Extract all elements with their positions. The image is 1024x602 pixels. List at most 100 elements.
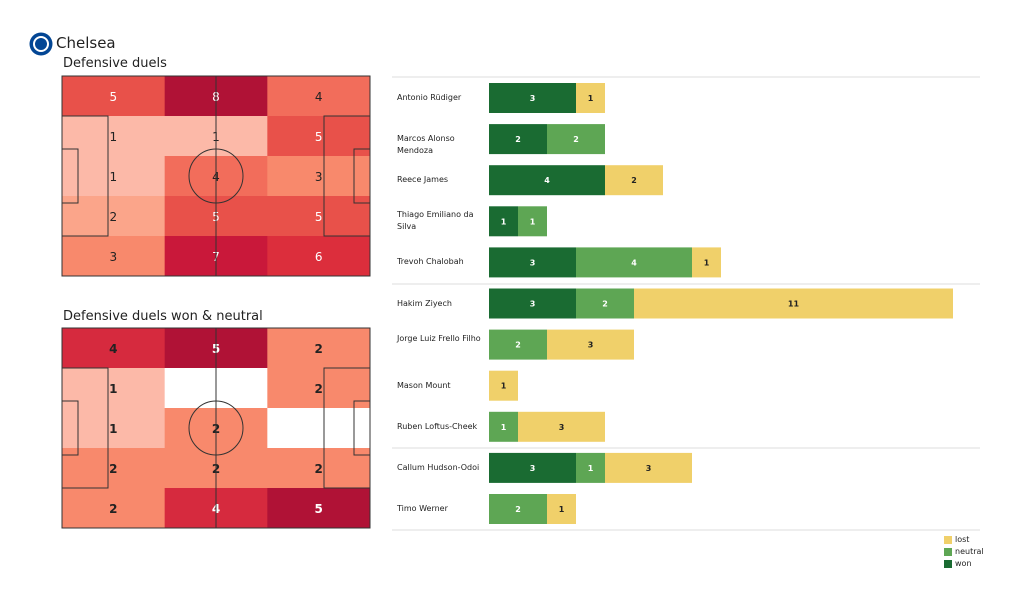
heatmap-cell [267,156,371,197]
heatmap-cell [62,76,166,117]
bar-segment-lost [547,329,634,360]
bar-value: 3 [530,464,536,473]
heatmap-cell [62,368,166,409]
heatmap-cell [267,236,371,277]
player-label: Thiago Emiliano da Silva [397,210,474,232]
bar-value: 3 [646,464,652,473]
bar-value: 1 [588,94,594,103]
bar-value: 2 [515,135,521,144]
bar-segment-neutral [518,206,547,237]
heatmap-cell [267,76,371,117]
bar-segment-won [489,206,518,237]
heatmap-cell [267,328,371,369]
heatmap-value: 2 [314,462,322,476]
heatmap-cell [62,236,166,277]
bar-value: 11 [788,300,800,309]
bar-segment-lost [489,370,518,401]
bar-segment-neutral [576,452,605,483]
player-label: Mason Mount [397,380,451,390]
bar-value: 1 [704,258,710,267]
bar-segment-lost [605,165,663,196]
goal-box-right [353,148,371,204]
bar-segment-neutral [489,329,547,360]
heatmap-cell [62,116,166,157]
player-label: Jorge Luiz Frello Filho [397,333,481,343]
heatmap-value: 6 [315,250,323,264]
heatmap-title-2: Defensive duels won & neutral [63,309,263,324]
goal-box-right [353,400,371,456]
bar-segment-neutral [576,288,634,319]
heatmap-value: 1 [110,170,118,184]
center-circle [188,148,244,204]
heatmap-value: 2 [109,502,117,516]
heatmap-cell [62,196,166,237]
heatmap-value: 4 [315,90,323,104]
stacked-bar-chart: 3 12 24 21 13 4 13 2 112 311 33 1 32 1 [392,76,980,531]
heatmap-value: 1 [110,130,118,144]
bar-value: 4 [544,176,550,185]
bar-segment-won [489,452,576,483]
heatmap-value: 1 [109,422,117,436]
heatmap-value: 4 [109,342,117,356]
bar-value: 1 [559,505,565,514]
heatmap-value: 2 [110,210,118,224]
bar-value: 4 [631,258,637,267]
player-label: Timo Werner [397,504,448,513]
center-circle [188,400,244,456]
bar-value: 1 [501,382,507,391]
bar-segment-won [489,124,547,155]
player-label: Trevoh Chalobah [397,257,464,267]
bar-segment-neutral [576,247,692,278]
bar-value: 2 [515,341,521,350]
legend-neutral: neutral [944,547,984,556]
bar-segment-neutral [547,124,605,155]
heatmap-value: 3 [110,250,118,264]
player-label: Marcos Alonso Mendoza [397,134,455,156]
bar-value: 2 [631,176,637,185]
heatmap-value: 5 [110,90,118,104]
heatmap-cell [267,408,371,449]
heatmap-value: 2 [314,382,322,396]
heatmap-value: 1 [109,382,117,396]
heatmap-cell [267,196,371,237]
legend-won: won [944,559,972,568]
goal-box-left [61,148,79,204]
bar-segment-lost [518,411,605,442]
bar-segment-won [489,247,576,278]
heatmap-cell [267,368,371,409]
bar-segment-lost [605,452,692,483]
goal-box-left [61,400,79,456]
bar-value: 3 [530,258,536,267]
heatmap-value: 5 [315,210,323,224]
player-label: Ruben Loftus-Cheek [397,421,478,431]
heatmap-value: 2 [314,342,322,356]
heatmap-cell [62,408,166,449]
bar-segment-lost [692,247,721,278]
bar-segment-lost [634,288,953,319]
player-label: Callum Hudson-Odoi [397,462,480,472]
bar-segment-lost [576,83,605,113]
heatmap-cell [62,156,166,197]
heatmap-cell [267,448,371,489]
heatmap-title-1: Defensive duels [63,56,167,71]
bar-segment-won [489,165,605,196]
bar-segment-won [489,288,576,319]
heatmap-value: 5 [315,130,323,144]
bar-value: 1 [530,217,536,226]
bar-segment-won [489,83,576,113]
bar-value: 3 [530,94,536,103]
heatmap-cell [62,488,166,529]
heatmap-cell [62,448,166,489]
heatmap-cell [62,328,166,369]
bar-segment-neutral [489,411,518,442]
heatmap-value: 3 [315,170,323,184]
bar-value: 1 [501,217,507,226]
heatmap-cell [267,488,371,529]
legend-lost: lost [944,535,969,544]
heatmap-value: 5 [314,502,322,516]
chelsea-logo [29,32,53,56]
player-label: Hakim Ziyech [397,298,452,308]
bar-value: 3 [588,341,594,350]
bar-value: 2 [515,505,521,514]
heatmap-cell [267,116,371,157]
